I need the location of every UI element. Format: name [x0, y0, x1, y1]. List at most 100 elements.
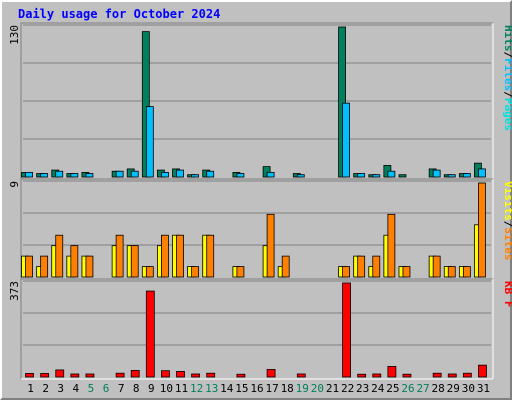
bar-files [145, 106, 154, 178]
bar-sites [402, 266, 411, 278]
bar-kb-f [342, 282, 351, 378]
x-axis-day-label: 1 [27, 382, 34, 395]
chart-title: Daily usage for October 2024 [18, 7, 221, 21]
legend: Hits/Files/Pages [502, 25, 512, 131]
x-axis-day-label: 26 [401, 382, 414, 395]
x-axis-day-label: 20 [311, 382, 324, 395]
legend: KB F [502, 281, 512, 308]
bar-files [357, 173, 366, 178]
bar-files [462, 173, 471, 178]
x-axis-day-label: 6 [103, 382, 110, 395]
bar-sites [447, 266, 456, 278]
bar-files [432, 169, 441, 178]
x-axis-day-label: 22 [341, 382, 354, 395]
bar-sites [478, 182, 486, 278]
x-axis-day-label: 3 [57, 382, 64, 395]
bar-hits [398, 174, 407, 178]
bar-kb-f [206, 372, 216, 378]
bar-sites [357, 255, 366, 278]
x-axis-day-label: 17 [265, 382, 278, 395]
bar-sites [206, 234, 215, 278]
bar-sites [266, 213, 275, 278]
y-axis-max-label: 130 [8, 25, 21, 45]
legend-entry: Sites [502, 227, 512, 260]
legend: Visits/Sites [502, 181, 512, 261]
x-axis-day-label: 14 [220, 382, 234, 395]
bar-kb-f [236, 373, 246, 378]
x-axis-day-label: 21 [326, 382, 339, 395]
bar-sites [115, 234, 124, 278]
bar-files [266, 171, 275, 178]
bar-kb-f [70, 373, 80, 378]
x-axis-day-label: 4 [73, 382, 80, 395]
x-axis-day-label: 9 [148, 382, 155, 395]
legend-entry: Pages [502, 98, 512, 131]
bar-kb-f [130, 370, 140, 378]
bar-files [130, 170, 139, 178]
x-axis-day-label: 8 [133, 382, 140, 395]
x-axis-day-label: 27 [416, 382, 429, 395]
x-axis-day-label: 13 [205, 382, 218, 395]
bar-kb-f [40, 373, 50, 378]
bar-sites [191, 266, 200, 278]
bar-files [478, 168, 486, 178]
y-axis-max-label: 9 [8, 181, 21, 188]
bar-kb-f [191, 373, 201, 378]
bar-sites [372, 255, 381, 278]
x-axis-day-label: 10 [160, 382, 173, 395]
bar-files [296, 174, 305, 178]
x-axis-day-label: 7 [118, 382, 125, 395]
legend-entry: / [502, 52, 512, 59]
bar-sites [70, 245, 79, 278]
bar-files [115, 170, 124, 178]
bar-hits [262, 166, 271, 178]
x-axis-day-label: 31 [477, 382, 490, 395]
panel-border [20, 278, 494, 380]
bar-kb-f [145, 290, 155, 378]
x-axis-day-label: 16 [250, 382, 263, 395]
bar-sites [236, 266, 245, 278]
bar-sites [25, 255, 33, 278]
bar-kb-f [402, 373, 412, 378]
x-axis-day-label: 15 [235, 382, 248, 395]
bar-files [85, 173, 94, 178]
bar-kb-f [432, 372, 442, 378]
bar-files [40, 173, 49, 178]
legend-entry: Files [502, 58, 512, 91]
bar-kb-f [357, 373, 367, 378]
bar-sites [55, 234, 64, 278]
bar-kb-f [447, 373, 457, 378]
bar-hits [141, 31, 150, 178]
x-axis-day-label: 30 [462, 382, 475, 395]
x-axis-day-label: 25 [386, 382, 399, 395]
y-axis-max-label: 373 [8, 281, 21, 301]
bar-hits [338, 26, 346, 178]
x-axis-day-label: 29 [447, 382, 460, 395]
bar-files [387, 170, 396, 178]
bar-sites [387, 213, 396, 278]
x-axis-day-label: 23 [356, 382, 369, 395]
bar-sites [176, 234, 184, 278]
bar-sites [161, 234, 169, 278]
bar-kb-f [115, 372, 125, 378]
legend-entry: Hits [502, 25, 512, 52]
bar-files [176, 169, 184, 178]
bar-kb-f [462, 372, 472, 378]
x-axis-day-label: 19 [296, 382, 309, 395]
x-axis-day-label: 24 [371, 382, 385, 395]
x-axis-day-label: 2 [42, 382, 49, 395]
bar-sites [281, 255, 290, 278]
bar-kb-f [55, 369, 65, 378]
bar-files [206, 170, 215, 178]
bar-sites [432, 255, 441, 278]
x-axis-day-label: 5 [88, 382, 95, 395]
bar-files [191, 174, 200, 178]
x-axis-day-label: 18 [281, 382, 294, 395]
bar-kb-f [85, 373, 95, 378]
bar-kb-f [478, 364, 487, 378]
bar-kb-f [387, 366, 397, 378]
bar-sites [85, 255, 94, 278]
bar-files [55, 170, 64, 178]
